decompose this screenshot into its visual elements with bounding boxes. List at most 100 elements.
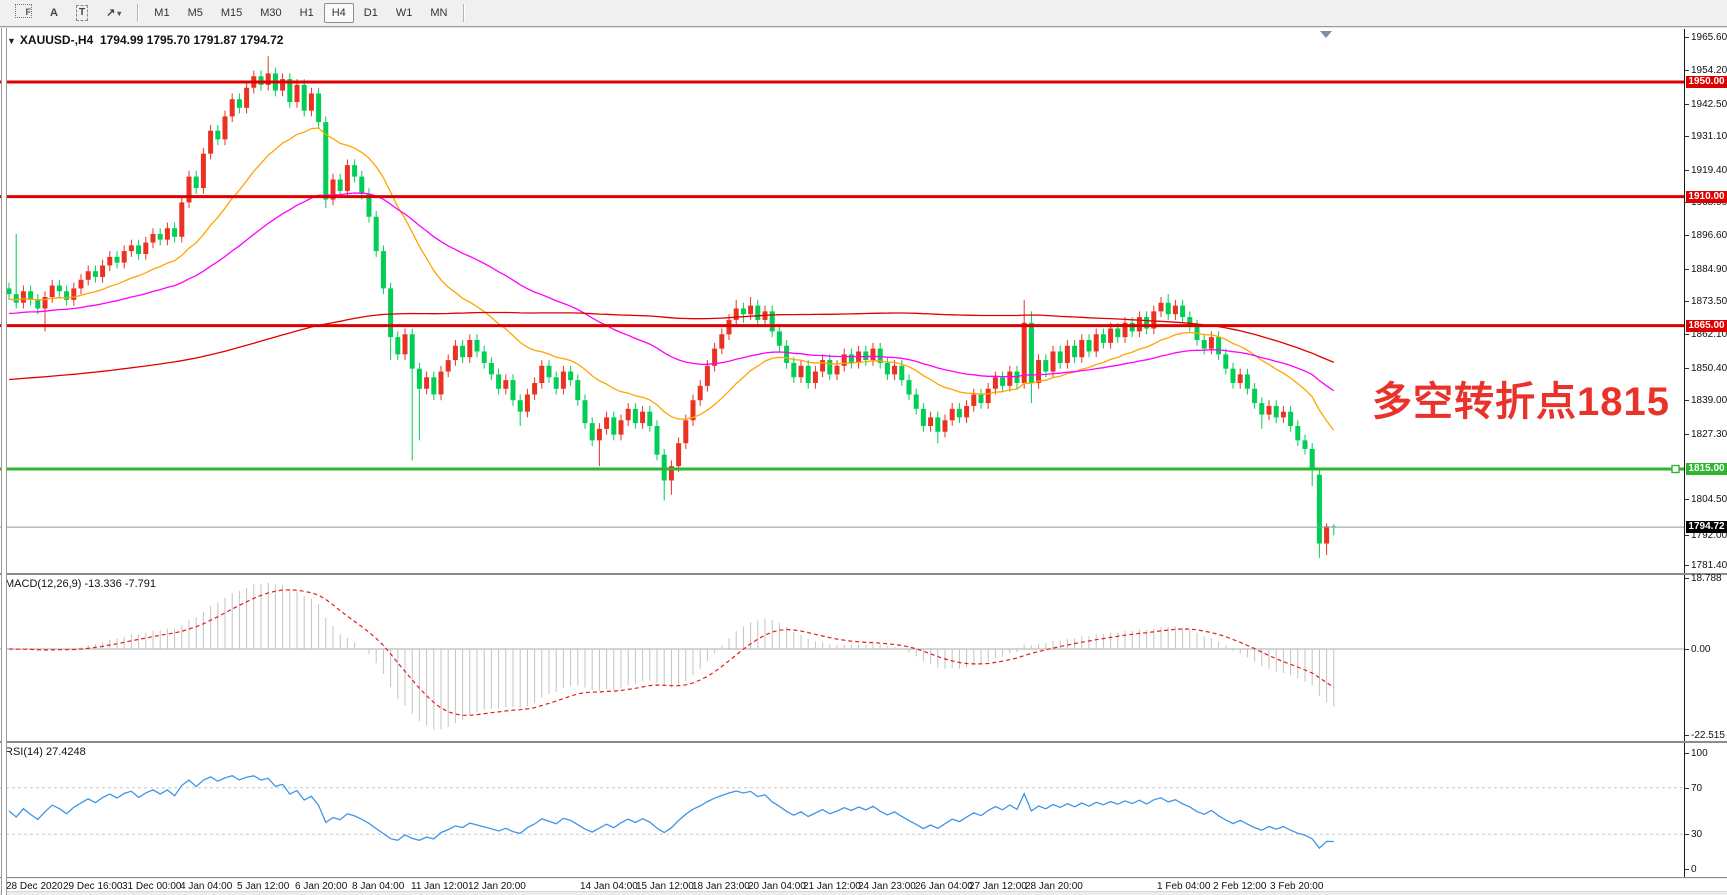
rsi-plot[interactable]: RSI(14) 27.4248 — [0, 743, 1684, 877]
price-badge: 1950.00 — [1686, 76, 1727, 88]
axis-tick: 1850.40 — [1685, 363, 1727, 374]
time-label: 28 Jan 20:00 — [1025, 881, 1083, 892]
macd-signal-line — [8, 589, 1335, 716]
time-label: 6 Jan 20:00 — [295, 881, 348, 892]
time-label: 8 Jan 04:00 — [352, 881, 405, 892]
panel-separator — [0, 877, 1727, 879]
time-label: 5 Jan 12:00 — [237, 881, 290, 892]
chart-ohlc: 1794.99 1795.70 1791.87 1794.72 — [99, 33, 284, 47]
candles-layer — [6, 56, 1337, 558]
price-chart-panel: ▼ XAUUSD-,H4 1794.99 1795.70 1791.87 1794… — [0, 29, 1727, 573]
axis-tick: 1965.60 — [1685, 32, 1727, 43]
axis-tick: 30 — [1685, 829, 1702, 840]
axis-tick: 0 — [1685, 864, 1697, 875]
axis-tick: 1896.60 — [1685, 230, 1727, 241]
price-axis[interactable]: 1965.60 1954.20 1942.50 1931.10 1919.40 1908.… — [1684, 29, 1727, 573]
macd-histogram — [15, 582, 1335, 730]
time-label: 15 Jan 12:00 — [636, 881, 694, 892]
time-label: 24 Jan 23:00 — [858, 881, 916, 892]
macd-label: MACD(12,26,9) -13.336 -7.791 — [5, 578, 157, 590]
chart-shift-marker-icon — [1320, 31, 1332, 38]
axis-tick: 18.788 — [1685, 573, 1722, 584]
timeframe-h1-button[interactable]: H1 — [299, 7, 314, 19]
macd-plot[interactable]: MACD(12,26,9) -13.336 -7.791 — [0, 575, 1684, 741]
timeframe-m30-button[interactable]: M30 — [260, 7, 282, 19]
axis-tick: 0.00 — [1685, 644, 1710, 655]
draw-text-label-button[interactable]: T — [68, 2, 96, 24]
axis-tick: 1908.00 — [1685, 197, 1727, 208]
time-label: 18 Jan 23:00 — [692, 881, 750, 892]
rsi-axis[interactable]: 100 70 30 0 — [1684, 743, 1727, 877]
toolbar-separator — [137, 4, 139, 22]
toolbar: F A T ↗ ▾ M1 M5 M15 M30 H1 H4 D1 W1 MN — [0, 0, 1727, 27]
timeframe-m1-button[interactable]: M1 — [154, 7, 170, 19]
window-left-border — [1, 27, 7, 895]
macd-panel: MACD(12,26,9) -13.336 -7.791 18.788 0.00 -… — [0, 573, 1727, 741]
timeframe-mn-button[interactable]: MN — [430, 7, 448, 19]
time-label: 3 Feb 20:00 — [1270, 881, 1324, 892]
price-chart-plot[interactable]: ▼ XAUUSD-,H4 1794.99 1795.70 1791.87 1794… — [0, 29, 1684, 573]
axis-tick: 1862.10 — [1685, 329, 1727, 340]
price-badge: 1865.00 — [1686, 319, 1727, 332]
trendline-handle[interactable] — [1671, 464, 1680, 474]
time-label: 31 Dec 00:00 — [122, 881, 182, 892]
time-label: 29 Dec 16:00 — [63, 881, 123, 892]
chevron-down-icon: ▾ — [117, 8, 122, 18]
time-label: 27 Jan 12:00 — [969, 881, 1027, 892]
text-label-icon: T — [75, 5, 89, 21]
time-label: 4 Jan 04:00 — [180, 881, 233, 892]
axis-tick: 1942.50 — [1685, 99, 1727, 110]
time-label: 21 Jan 12:00 — [803, 881, 861, 892]
axis-tick: 1781.40 — [1685, 560, 1727, 571]
time-label: 12 Jan 20:00 — [468, 881, 526, 892]
axis-tick: 1931.10 — [1685, 131, 1727, 142]
fibonacci-tool-button[interactable]: F — [7, 1, 40, 25]
toolbar-separator — [463, 4, 465, 22]
axis-tick: 1804.50 — [1685, 494, 1727, 505]
rsi-label: RSI(14) 27.4248 — [5, 746, 86, 758]
axis-tick: 70 — [1685, 783, 1702, 794]
rsi-chart — [0, 774, 1684, 850]
macd-axis[interactable]: 18.788 0.00 -22.515 — [1684, 573, 1727, 741]
axis-tick: 1873.50 — [1685, 296, 1727, 307]
price-badge: 1794.72 — [1686, 521, 1727, 534]
axis-tick: 1792.00 — [1685, 530, 1727, 541]
axis-tick: 1884.90 — [1685, 264, 1727, 275]
annotation-text: 多空转折点1815 — [1372, 380, 1670, 424]
axis-tick: 1827.30 — [1685, 429, 1727, 440]
time-label: 28 Dec 2020 — [6, 881, 63, 892]
price-badge: 1815.00 — [1686, 463, 1727, 475]
arrow-icon: ↗ — [106, 6, 116, 19]
moving-averages-layer — [8, 127, 1335, 431]
draw-text-button[interactable]: A — [50, 7, 58, 19]
timeframe-m15-button[interactable]: M15 — [220, 7, 243, 19]
time-label: 26 Jan 04:00 — [915, 881, 973, 892]
axis-tick: 100 — [1685, 748, 1708, 759]
chart-symbol: XAUUSD-,H4 — [19, 33, 94, 47]
fibonacci-icon: F — [15, 4, 32, 18]
rsi-panel: RSI(14) 27.4248 100 70 30 0 — [0, 743, 1727, 877]
timeframe-d1-button[interactable]: D1 — [363, 7, 378, 19]
price-badge: 1910.00 — [1686, 190, 1727, 203]
axis-tick: 1954.20 — [1685, 65, 1727, 76]
axis-tick: 1839.00 — [1685, 395, 1727, 406]
candlestick-chart — [0, 31, 1684, 558]
time-label: 1 Feb 04:00 — [1157, 881, 1211, 892]
timeframe-w1-button[interactable]: W1 — [395, 7, 413, 19]
macd-chart — [0, 582, 1684, 730]
rsi-line — [8, 774, 1334, 850]
axis-tick: -22.515 — [1685, 730, 1725, 741]
time-label: 20 Jan 04:00 — [748, 881, 806, 892]
chart-title: ▼ XAUUSD-,H4 1794.99 1795.70 1791.87 1794… — [7, 33, 283, 47]
chart-dropdown-icon: ▼ — [7, 36, 16, 46]
timeframe-buttons: M1 M5 M15 M30 H1 H4 D1 W1 MN — [145, 3, 456, 23]
timeframe-h4-button[interactable]: H4 — [323, 3, 354, 23]
horizontal-lines-layer — [0, 80, 1684, 471]
time-label: 11 Jan 12:00 — [411, 881, 469, 892]
arrow-objects-button[interactable]: ↗ ▾ — [98, 3, 129, 24]
time-label: 2 Feb 12:00 — [1213, 881, 1267, 892]
axis-tick: 1919.40 — [1685, 165, 1727, 176]
timeframe-m5-button[interactable]: M5 — [187, 7, 203, 19]
time-label: 14 Jan 04:00 — [580, 881, 638, 892]
